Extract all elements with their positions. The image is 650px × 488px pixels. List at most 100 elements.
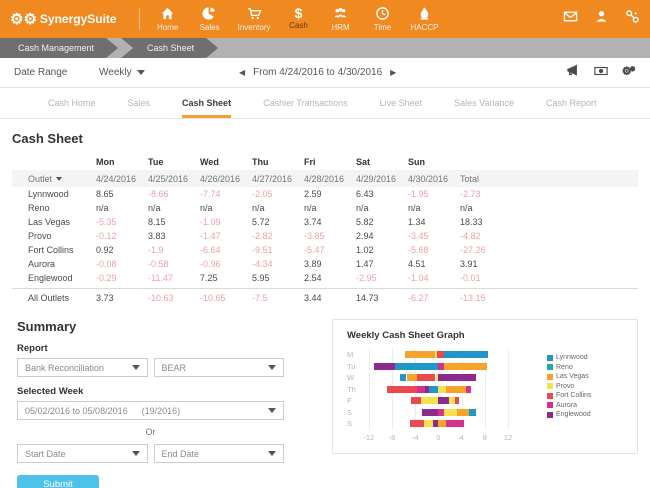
page-title: Cash Sheet <box>12 131 83 146</box>
value-cell: 3.73 <box>96 293 114 303</box>
selected-week-select[interactable]: 05/02/2016 to 05/08/2016 (19/2016) <box>17 401 284 420</box>
bar-segment-las-vegas <box>438 420 446 427</box>
nav-item-label: Sales <box>199 23 220 32</box>
outlet-name: Englewood <box>28 273 73 283</box>
nav-item-label: Time <box>373 23 392 32</box>
breadcrumb-item-cash-management[interactable]: Cash Management <box>0 38 118 58</box>
chart-bar-row-m <box>363 349 537 361</box>
outlet-name: Lynnwood <box>28 189 69 199</box>
chart-day-label: M <box>347 350 354 359</box>
user-icon[interactable] <box>594 9 609 29</box>
money-view-icon[interactable] <box>594 64 608 81</box>
bar-segment-lynnwood <box>429 385 439 393</box>
chart-day-labels: M Tu W Th F S S <box>347 349 363 445</box>
date-header: 4/24/2016 <box>96 173 137 184</box>
chart-day-label: F <box>347 396 352 405</box>
axis-tick-label: 4 <box>459 433 464 442</box>
axis-tick-label: -12 <box>363 433 375 442</box>
logo-gears-icon: ⚙⚙ <box>10 10 37 28</box>
tab-cash-sheet[interactable]: Cash Sheet <box>182 98 232 118</box>
outlet-dates-row: Outlet 4/24/2016 4/25/2016 4/26/2016 4/27/20… <box>12 170 638 187</box>
outlet-name: All Outlets <box>28 293 70 303</box>
legend-item-las-vegas: Las Vegas <box>547 372 591 382</box>
period-value: Weekly <box>99 67 132 78</box>
chart-bar-row-th <box>363 384 537 396</box>
nav-item-time[interactable]: Time <box>369 6 397 32</box>
legend-label: Provo <box>556 382 575 390</box>
submit-button[interactable]: Submit <box>17 475 99 488</box>
app-logo[interactable]: ⚙⚙ SynergySuite <box>10 12 117 27</box>
nav-item-home[interactable]: Home <box>154 6 182 32</box>
chevron-down-icon <box>131 451 140 456</box>
breadcrumb: Cash Management Cash Sheet <box>0 38 650 58</box>
nav-item-label: HACCP <box>410 23 439 32</box>
bar-segment-aurora <box>465 385 471 393</box>
prev-week-button[interactable]: ◀ <box>239 68 246 77</box>
value-cell: 1.47 <box>356 259 374 269</box>
bar-segment-provo <box>434 351 437 358</box>
value-cell: -11.47 <box>148 273 173 283</box>
selected-week-value: 05/02/2016 to 05/08/2016 <box>25 405 128 416</box>
mail-icon[interactable] <box>563 9 578 29</box>
report-sub-select[interactable]: BEAR <box>153 358 284 377</box>
value-cell: 3.44 <box>304 293 322 303</box>
hrm-people-icon <box>333 6 348 23</box>
brand-name: SynergySuite <box>39 12 117 26</box>
day-header: Tue <box>148 157 164 167</box>
outlet-header-label: Outlet <box>28 173 53 184</box>
next-week-button[interactable]: ▶ <box>390 68 397 77</box>
link-icon[interactable] <box>625 9 640 29</box>
tab-sales[interactable]: Sales <box>127 98 151 108</box>
value-cell: -7.5 <box>252 293 268 303</box>
legend-label: Fort Collins <box>556 392 592 400</box>
table-row-englewood: Englewood -0.29 -11.47 7.25 5.95 2.54 -2.95 -1.… <box>12 271 638 285</box>
bar-segment-fort-collins <box>455 397 460 404</box>
value-cell: n/a <box>200 203 213 213</box>
bar-segment-aurora <box>445 420 465 427</box>
value-cell: -0.12 <box>96 231 117 241</box>
value-cell: 5.95 <box>252 273 270 283</box>
tab-sales-variance[interactable]: Sales Variance <box>454 98 515 108</box>
tab-cash-home[interactable]: Cash Home <box>48 98 96 108</box>
bar-segment-lynnwood <box>399 374 407 381</box>
nav-item-hrm[interactable]: HRM <box>327 6 355 32</box>
bar-segment-aurora <box>436 351 439 358</box>
legend-label: Lynnwood <box>556 354 588 362</box>
tab-live-sheet[interactable]: Live Sheet <box>379 98 423 108</box>
announcements-icon[interactable] <box>566 64 580 81</box>
chart-legend: Lynnwood Reno Las Vegas Provo Fort Collins Au… <box>547 349 591 445</box>
legend-swatch-icon <box>547 364 553 371</box>
nav-item-sales[interactable]: Sales <box>196 6 224 32</box>
start-date-select[interactable]: Start Date <box>17 444 148 463</box>
value-cell: n/a <box>460 203 473 213</box>
period-select[interactable]: Weekly <box>99 67 194 78</box>
axis-tick-label: 12 <box>503 433 513 442</box>
bar-segment-lynnwood <box>443 351 489 358</box>
cash-sheet-table: Mon Tue Wed Thu Fri Sat Sun Outlet 4/24/2016 4/25… <box>12 154 638 307</box>
bar-segment-aurora <box>438 408 445 416</box>
report-select[interactable]: Bank Reconciliation <box>17 358 148 377</box>
legend-item-fort-collins: Fort Collins <box>547 391 591 401</box>
value-cell: -0.08 <box>96 259 117 269</box>
settings-gears-icon[interactable]: ⚙ ⚙ <box>622 64 636 81</box>
outlet-sort-header[interactable]: Outlet <box>12 174 96 184</box>
cash-dollar-icon: $ <box>294 5 303 21</box>
bar-segment-englewood <box>432 420 439 427</box>
bar-segment-fort-collins <box>411 397 421 404</box>
tab-cash-report[interactable]: Cash Report <box>546 98 597 108</box>
breadcrumb-item-cash-sheet[interactable]: Cash Sheet <box>121 38 218 58</box>
nav-item-cash[interactable]: $ Cash <box>285 6 313 32</box>
chart-x-axis: -12 -8 -4 0 4 8 12 <box>363 433 537 445</box>
end-date-select[interactable]: End Date <box>153 444 284 463</box>
value-cell: n/a <box>356 203 369 213</box>
tab-cashier-transactions[interactable]: Cashier Transactions <box>263 98 348 108</box>
topbar-nav: Home Sales Inventory $ Cash HRM Time HACCP <box>154 6 439 33</box>
nav-item-inventory[interactable]: Inventory <box>238 6 271 32</box>
date-header: 4/25/2016 <box>148 173 189 184</box>
chart-day-label: S <box>347 419 353 428</box>
chevron-down-icon <box>131 365 140 370</box>
date-range-label: Date Range <box>14 67 68 78</box>
bar-segment-lynnwood <box>468 408 476 416</box>
legend-swatch-icon <box>547 392 553 399</box>
nav-item-haccp[interactable]: HACCP <box>411 6 439 32</box>
